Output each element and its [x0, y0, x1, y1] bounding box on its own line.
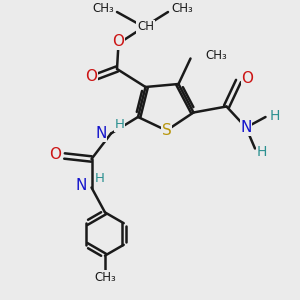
Text: N: N — [76, 178, 87, 194]
Text: CH₃: CH₃ — [171, 2, 193, 16]
Text: N: N — [240, 120, 252, 135]
Text: O: O — [242, 70, 254, 86]
Text: O: O — [50, 147, 61, 162]
Text: CH₃: CH₃ — [94, 271, 116, 284]
Text: H: H — [256, 145, 267, 158]
Text: N: N — [95, 126, 106, 141]
Text: CH: CH — [137, 20, 154, 34]
Text: O: O — [112, 34, 124, 50]
Text: O: O — [85, 69, 98, 84]
Text: H: H — [270, 109, 280, 122]
Text: CH₃: CH₃ — [206, 49, 227, 62]
Text: H: H — [95, 172, 105, 185]
Text: S: S — [162, 123, 171, 138]
Text: CH₃: CH₃ — [92, 2, 114, 16]
Text: H: H — [115, 118, 124, 131]
